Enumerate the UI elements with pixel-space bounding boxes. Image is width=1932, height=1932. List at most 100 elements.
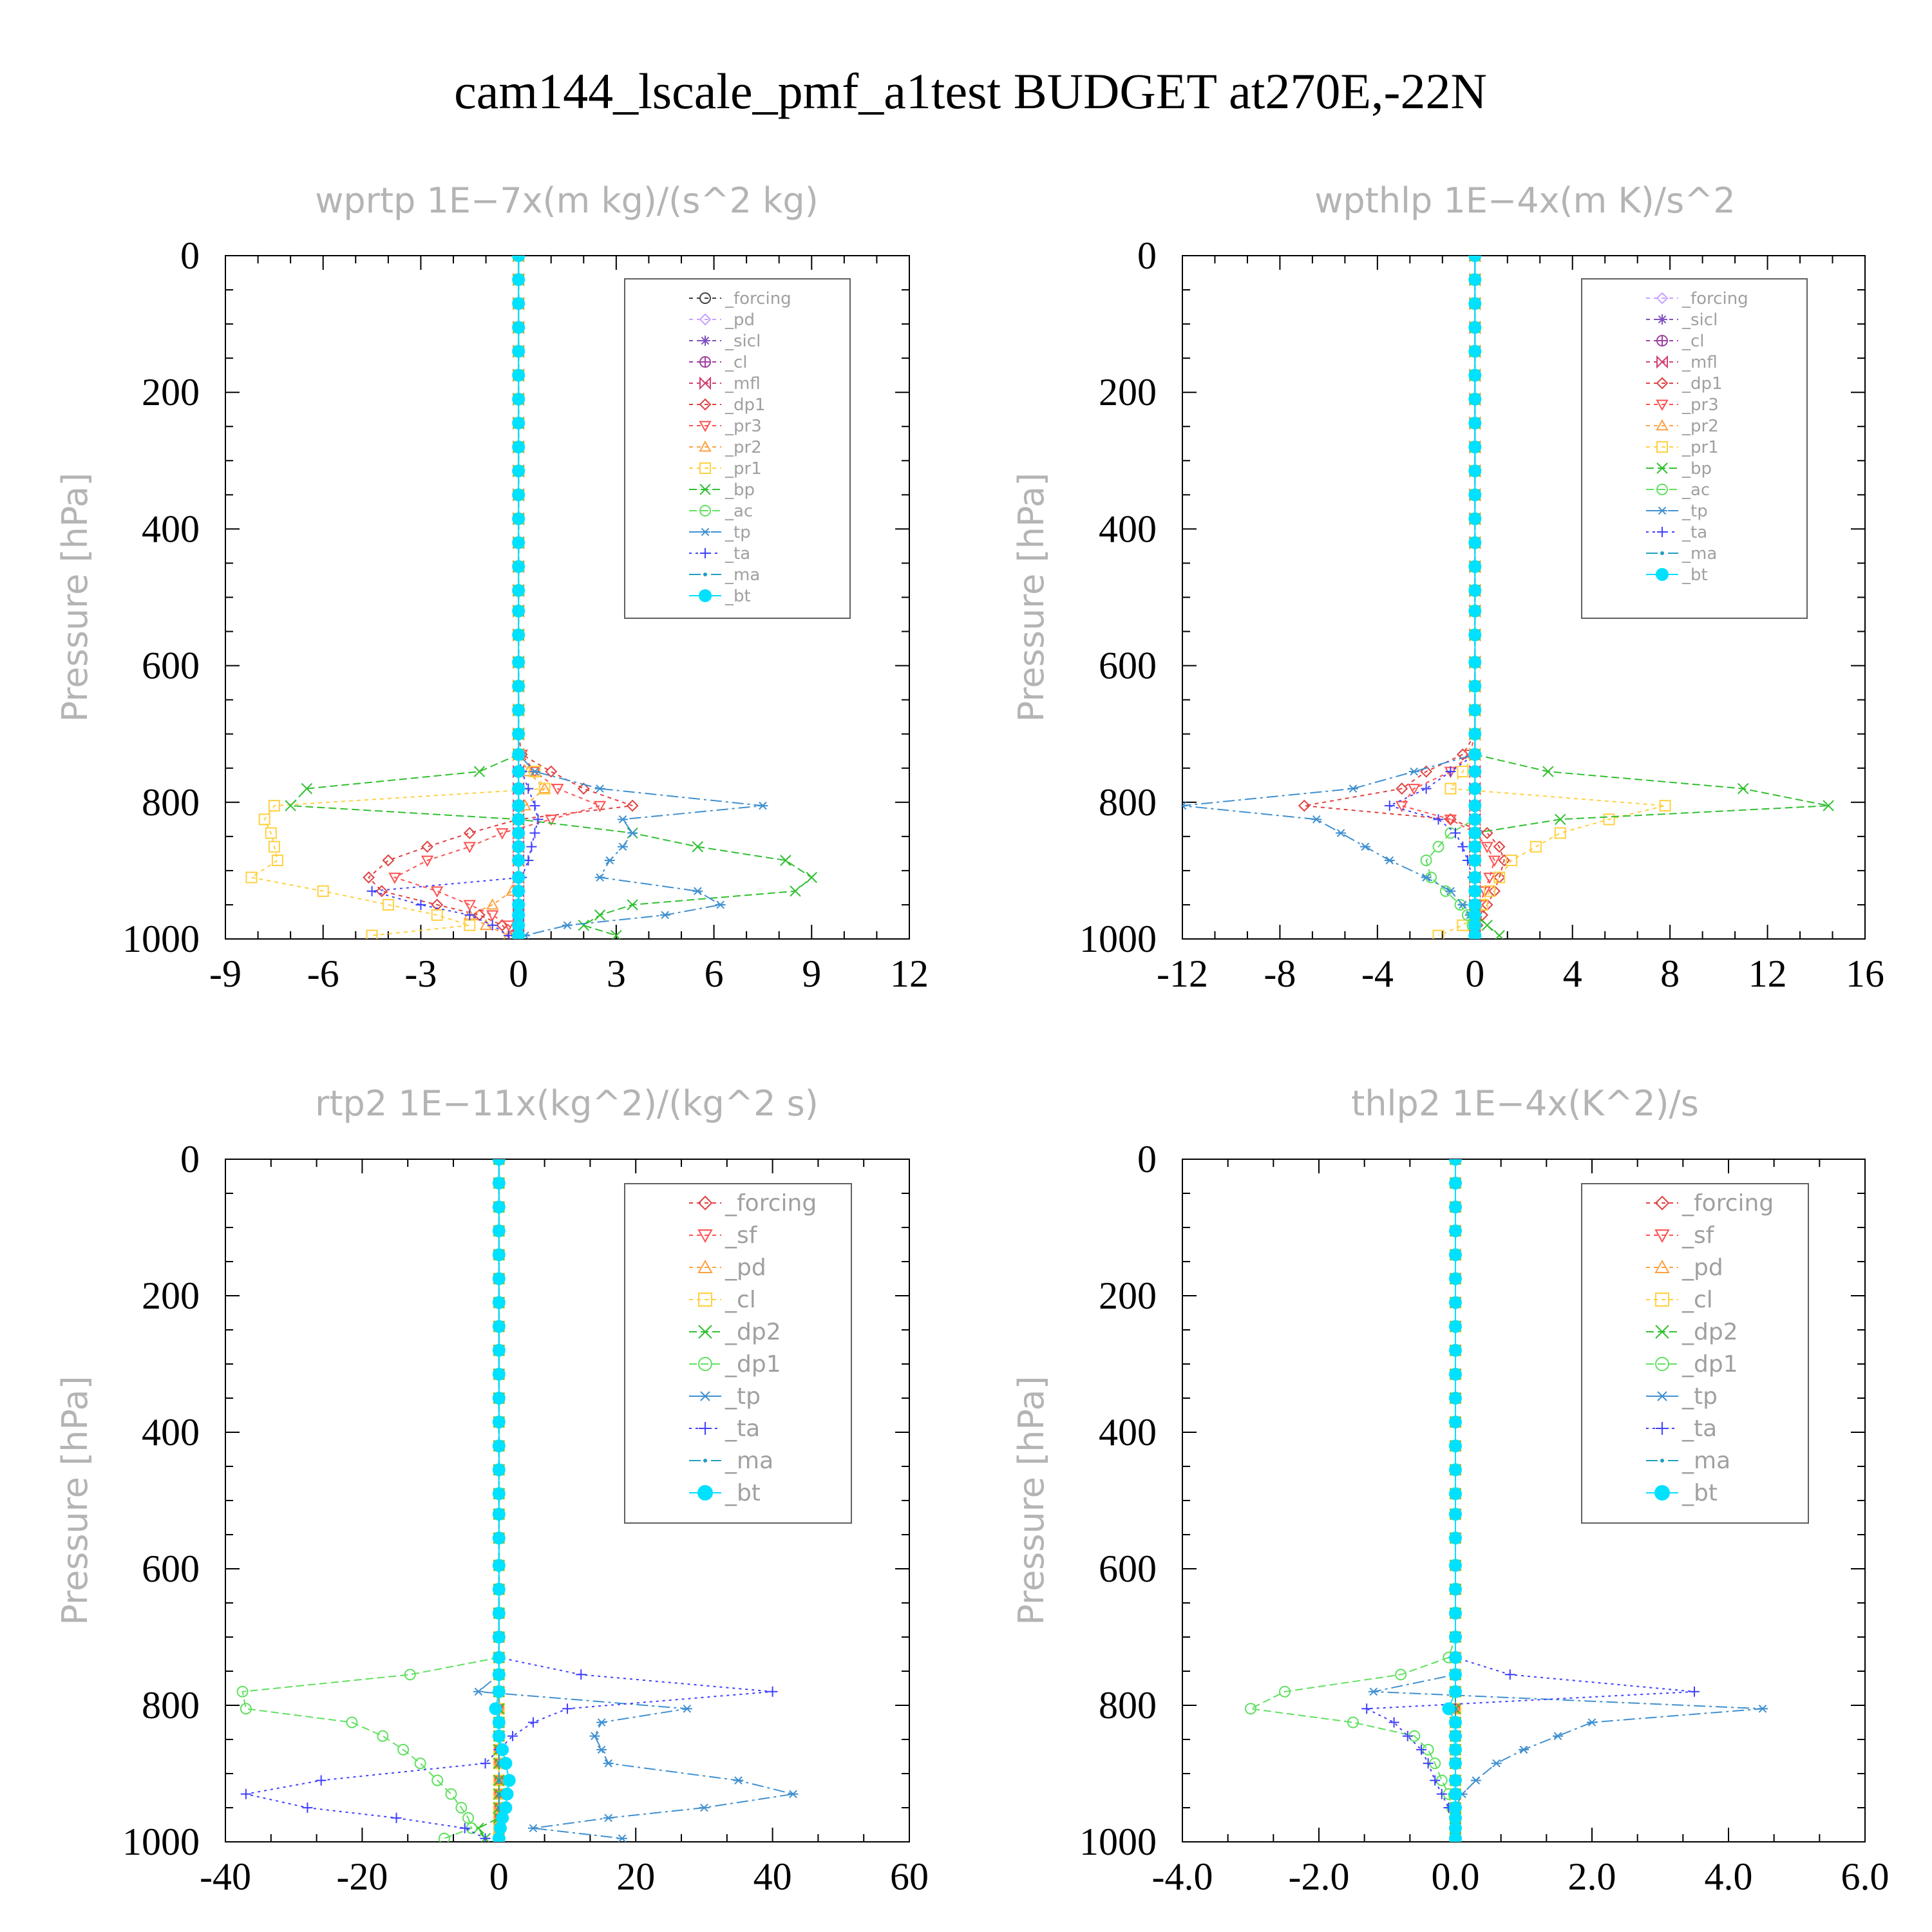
legend-entry: _pr3 (1646, 395, 1719, 415)
legend-entry: _pr1 (689, 459, 762, 478)
legend-entry: _forcing (1646, 289, 1748, 308)
data-point (1445, 887, 1456, 896)
data-point (1347, 1716, 1359, 1728)
data-point (271, 854, 283, 866)
data-point (1408, 767, 1419, 776)
data-point (463, 827, 476, 839)
legend-entry: _dp2 (689, 1319, 781, 1345)
panel-title: wpthlp 1E−4x(m K)/s^2 (1314, 180, 1736, 221)
data-point (1468, 898, 1482, 911)
legend-marker (1656, 568, 1669, 581)
data-point (692, 887, 703, 896)
data-point (512, 908, 526, 922)
data-point (497, 1792, 501, 1796)
data-point (1468, 368, 1482, 382)
data-point (1493, 871, 1506, 884)
panel-title: rtp2 1E−11x(kg^2)/(kg^2 s) (315, 1083, 819, 1124)
data-point (780, 855, 791, 866)
legend-marker (699, 421, 712, 433)
data-point (1449, 1487, 1462, 1501)
data-point (302, 1803, 313, 1813)
legend-marker (698, 1357, 712, 1371)
data-point (496, 828, 509, 840)
data-point (1298, 799, 1311, 812)
legend-marker (700, 548, 710, 558)
data-point (1449, 1821, 1462, 1835)
data-point (1468, 853, 1482, 867)
y-tick-label: 1000 (1079, 918, 1157, 960)
legend-marker (697, 1259, 713, 1273)
data-point (1498, 854, 1511, 867)
data-point (1468, 679, 1482, 693)
legend-label: _pr2 (1681, 417, 1719, 436)
legend-entry: _ac (1646, 480, 1710, 500)
data-point (445, 1788, 457, 1800)
data-point (594, 784, 605, 793)
legend-label: _sicl (1681, 310, 1718, 330)
x-tick-label: -2.0 (1289, 1855, 1350, 1898)
panel-title: wprtp 1E−7x(m kg)/(s^2 kg) (315, 180, 819, 221)
data-point (1449, 1200, 1462, 1214)
data-point (767, 1686, 778, 1697)
legend-label: _pr1 (724, 459, 762, 478)
panel-1: wprtp 1E−7x(m kg)/(s^2 kg) Pressure [hPa]… (55, 180, 929, 995)
data-point (492, 1439, 506, 1453)
data-point (1468, 918, 1482, 932)
legend-marker (1657, 314, 1667, 325)
data-point (1421, 783, 1432, 794)
data-point (346, 1716, 358, 1728)
data-point (1468, 464, 1482, 478)
data-point (493, 1821, 507, 1835)
legend-marker (699, 1391, 712, 1401)
legend-marker (699, 292, 711, 304)
legend-entry: _bt (1646, 1480, 1718, 1506)
data-point (1468, 840, 1482, 853)
legend: _forcing _sicl _cl _mfl _dp1 _pr3 _pr2 _pr1 _bp _… (1581, 278, 1808, 619)
data-point (499, 1801, 513, 1814)
legend-entry: _cl (689, 1287, 756, 1313)
data-point (431, 909, 443, 921)
legend-label: _mfl (724, 374, 761, 393)
data-point (492, 1631, 506, 1643)
legend-marker (699, 1422, 712, 1435)
data-point (499, 1757, 513, 1770)
data-point (473, 766, 486, 777)
data-point (512, 898, 526, 911)
data-point (1530, 840, 1542, 853)
legend-marker (697, 1229, 713, 1244)
data-point (1504, 1669, 1515, 1680)
y-tick-label: 400 (1099, 507, 1157, 550)
data-point (1407, 784, 1421, 795)
legend-label: _bp (724, 480, 755, 500)
legend-label: _mfl (1681, 353, 1718, 372)
data-point (1449, 1248, 1462, 1262)
data-point (715, 900, 726, 909)
data-point (1689, 1686, 1700, 1697)
data-point (1388, 1717, 1399, 1728)
data-point (1468, 440, 1482, 454)
data-point (596, 1745, 607, 1754)
data-point (486, 898, 499, 910)
data-point (507, 1730, 518, 1741)
data-point (1468, 871, 1482, 884)
data-point (1449, 1729, 1462, 1743)
legend-box (1581, 1183, 1809, 1524)
data-point (1468, 826, 1482, 840)
data-point (1359, 842, 1370, 851)
data-point (1481, 920, 1493, 931)
legend-label: _sf (724, 1222, 758, 1249)
data-point (512, 321, 526, 334)
data-point (1442, 1702, 1455, 1716)
data-point (438, 1832, 450, 1842)
data-point (512, 782, 526, 795)
y-axis-label: Pressure [hPa] (55, 1376, 95, 1625)
plot-area (245, 256, 817, 939)
panel-3: rtp2 1E−11x(kg^2)/(kg^2 s) Pressure [hPa]… (55, 1083, 929, 1898)
legend-marker (1656, 1391, 1669, 1401)
data-point (1468, 560, 1482, 573)
legend-label: _ac (724, 502, 753, 521)
legend-label: _ta (724, 1416, 760, 1442)
data-point (512, 536, 526, 549)
data-point (492, 1320, 506, 1333)
legend-marker (699, 376, 711, 390)
